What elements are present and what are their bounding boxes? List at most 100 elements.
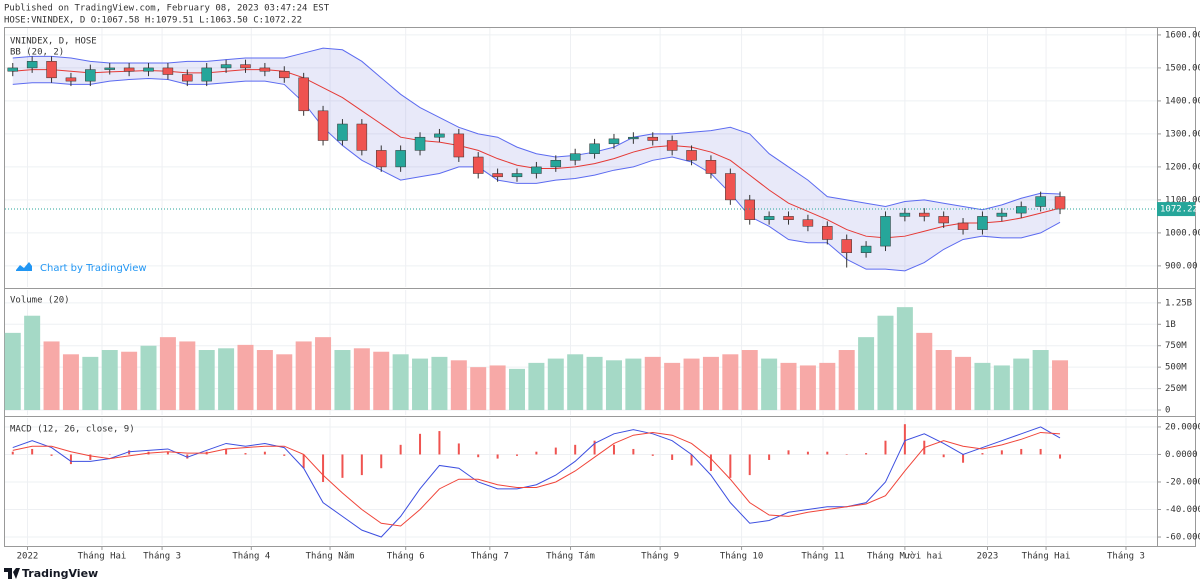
candle-body — [26, 61, 38, 69]
macd-histogram — [341, 454, 344, 478]
macd-histogram — [535, 451, 538, 455]
bb-legend: BB (20, 2) — [10, 48, 64, 58]
volume-bar — [858, 337, 875, 411]
volume-bar — [295, 341, 312, 411]
candle-body — [298, 77, 309, 112]
y-tick-label: 1100.00 — [1165, 195, 1200, 205]
volume-bar — [586, 356, 603, 411]
x-tick-label: Tháng 9 — [641, 552, 679, 562]
symbol-line: HOSE:VNINDEX, D O:1067.58 H:1079.51 L:10… — [4, 16, 302, 26]
x-tick-label: Tháng Tám — [546, 552, 595, 562]
volume-bar — [315, 337, 332, 411]
candle-body — [434, 133, 445, 138]
x-tick-label: Tháng Hai — [78, 552, 127, 562]
macd-histogram — [457, 443, 460, 455]
volume-bar — [140, 345, 157, 411]
candle-body — [65, 77, 77, 82]
volume-bar — [993, 365, 1010, 411]
candle-body — [919, 212, 930, 217]
volume-bar — [450, 360, 467, 411]
y-tick-label: -20.0000 — [1165, 477, 1200, 487]
candle-body — [957, 222, 969, 230]
footer-logo[interactable]: TradingView — [22, 567, 98, 580]
volume-bar — [916, 332, 933, 411]
macd-histogram — [69, 454, 72, 465]
macd-histogram — [186, 454, 189, 459]
y-tick-label: 900.00 — [1165, 261, 1198, 271]
macd-line — [12, 426, 1061, 538]
volume-bar — [159, 337, 176, 411]
band-fill — [12, 48, 1061, 271]
x-tick-label: Tháng 3 — [143, 552, 181, 562]
volume-bar — [82, 356, 99, 411]
y-tick-label: 1600.00 — [1165, 30, 1200, 40]
plot: 900.00 1000.00 1100.00 1200.00 1300.00 1400.0… — [4, 28, 1200, 562]
volume-bar — [644, 356, 661, 411]
macd-histogram — [806, 451, 809, 455]
volume-bar — [799, 365, 816, 411]
macd-histogram — [380, 454, 383, 469]
candle-body — [395, 150, 406, 168]
logo-icon — [4, 568, 20, 579]
macd-histogram — [729, 454, 732, 478]
frame — [4, 27, 1196, 547]
watermark[interactable]: Chart by TradingView — [40, 263, 147, 274]
candle-body — [938, 216, 949, 224]
macd-histogram — [1039, 448, 1042, 455]
bb-upper — [12, 47, 1061, 211]
macd-histogram — [671, 454, 674, 460]
candle-body — [880, 216, 891, 247]
candle-body — [279, 70, 290, 79]
volume-bar — [683, 358, 700, 411]
x-tick-label: Tháng 7 — [471, 552, 509, 562]
macd-histogram — [496, 454, 499, 459]
macd-legend: MACD (12, 26, close, 9) — [10, 425, 135, 435]
volume-bar — [974, 362, 991, 411]
candle-body — [375, 150, 387, 168]
volume-bar — [567, 354, 584, 411]
macd-histogram — [574, 444, 577, 455]
volume-bar — [43, 341, 60, 411]
x-tick-label: Tháng 3 — [1107, 552, 1145, 562]
volume-bar — [373, 351, 390, 411]
candle-body — [356, 123, 368, 151]
volume-bar — [819, 362, 836, 411]
macd-histogram — [89, 454, 92, 460]
volume-bar — [741, 350, 758, 411]
candle-body — [46, 61, 57, 79]
y-tick-label: 250M — [1165, 384, 1187, 394]
volume-bar — [276, 354, 293, 411]
candle-body — [686, 150, 697, 161]
volume-bar — [237, 344, 254, 411]
candle-body — [472, 156, 484, 174]
candle-body — [996, 212, 1008, 217]
candle-body — [123, 67, 135, 72]
candle-body — [705, 160, 717, 174]
y-tick-label: -60.0000 — [1165, 533, 1200, 543]
macd-histogram — [225, 448, 228, 455]
candle-body — [182, 74, 193, 82]
candle-body — [628, 136, 639, 140]
volume-bar — [664, 362, 681, 411]
volume-bar — [509, 368, 525, 411]
macd-histogram — [865, 453, 868, 455]
volume-bar — [470, 367, 487, 411]
macd-histogram — [903, 424, 906, 455]
macd-histogram — [419, 433, 422, 455]
macd-histogram — [748, 454, 751, 476]
candle-body — [841, 239, 852, 253]
candle-body — [550, 160, 562, 168]
y-tick-label: 20.0000 — [1165, 422, 1200, 432]
macd-histogram — [981, 453, 984, 455]
macd-histogram — [826, 451, 829, 455]
macd-histogram — [593, 440, 596, 455]
macd-histogram — [31, 448, 34, 455]
volume-bar — [198, 350, 215, 411]
candle-body — [492, 173, 503, 178]
macd-histogram — [768, 454, 771, 460]
macd-histogram — [632, 448, 635, 455]
volume-bar — [955, 356, 972, 411]
candle-body — [589, 143, 600, 154]
macd-histogram — [612, 444, 615, 455]
